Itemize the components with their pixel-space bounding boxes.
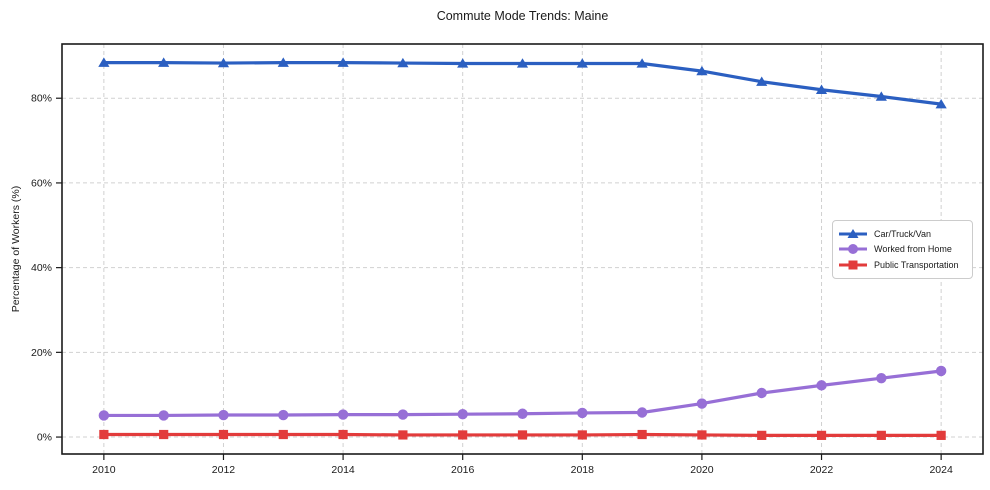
circle-marker-icon xyxy=(839,244,867,255)
square-marker-icon xyxy=(839,260,867,270)
x-tick-label: 2018 xyxy=(571,464,595,476)
legend-item-car-truck-van: Car/Truck/Van xyxy=(838,226,966,242)
y-tick-label: 40% xyxy=(31,262,52,274)
x-tick-label: 2010 xyxy=(92,464,116,476)
series-markers-public-transportation xyxy=(99,429,946,440)
x-axis-ticks: 2010 2012 2014 2016 2018 2020 2022 2024 xyxy=(92,454,953,476)
legend-label: Public Transportation xyxy=(874,259,959,270)
plot-frame xyxy=(61,43,984,455)
chart-title: Commute Mode Trends: Maine xyxy=(436,9,609,23)
x-tick-label: 2020 xyxy=(690,464,714,476)
x-tick-label: 2022 xyxy=(810,464,834,476)
x-tick-label: 2024 xyxy=(929,464,953,476)
series-markers-worked-from-home xyxy=(98,365,947,421)
x-tick-label: 2016 xyxy=(451,464,475,476)
legend-item-public-transportation: Public Transportation xyxy=(838,257,966,273)
triangle-marker-icon xyxy=(839,228,867,238)
y-tick-label: 0% xyxy=(37,432,52,444)
y-tick-label: 60% xyxy=(31,177,52,189)
legend-label: Worked from Home xyxy=(874,244,952,255)
x-tick-label: 2014 xyxy=(331,464,355,476)
legend-item-worked-from-home: Worked from Home xyxy=(838,242,966,258)
series-markers-car-truck-van xyxy=(98,57,947,109)
y-tick-label: 20% xyxy=(31,347,52,359)
series-line-car-truck-van xyxy=(102,61,943,106)
x-tick-label: 2012 xyxy=(212,464,236,476)
legend-label: Car/Truck/Van xyxy=(874,228,932,239)
y-axis-ticks: 0% 20% 40% 60% 80% xyxy=(31,93,62,444)
y-tick-label: 80% xyxy=(31,93,52,105)
legend: Car/Truck/Van Worked from Home Public Tr… xyxy=(832,220,973,279)
